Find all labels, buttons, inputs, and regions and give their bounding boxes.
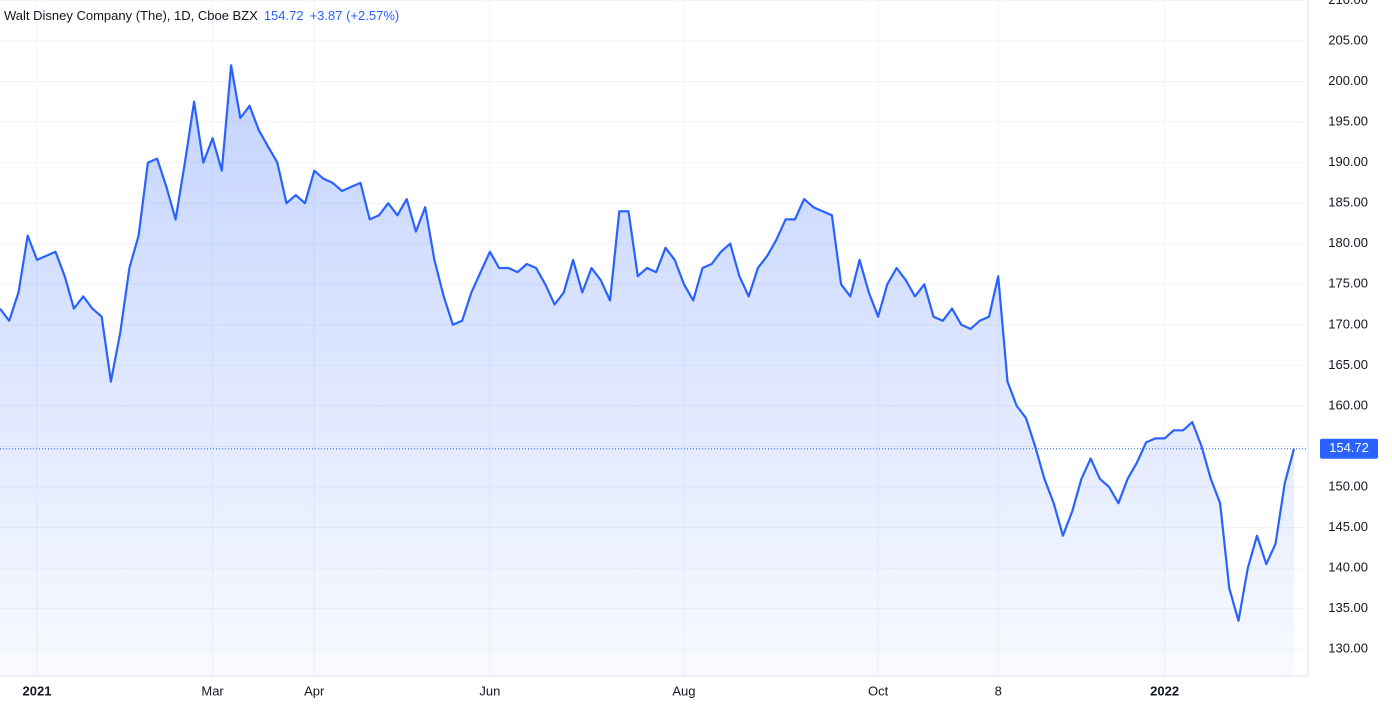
title: Walt Disney Company (The), 1D, Cboe BZX [4,8,258,23]
x-tick-label: 2021 [23,683,52,698]
price-line [0,64,1296,622]
y-tick-label: 150.00 [1328,478,1368,493]
x-tick-label: Apr [304,683,325,698]
y-tick-label: 170.00 [1328,316,1368,331]
y-tick-label: 190.00 [1328,154,1368,169]
y-tick-label: 195.00 [1328,113,1368,128]
change: +3.87 (+2.57%) [309,8,400,23]
y-tick-label: 200.00 [1328,73,1368,88]
last-price: 154.72 [263,8,304,23]
y-tick-label: 160.00 [1328,397,1368,412]
y-tick-label: 165.00 [1328,357,1368,372]
y-tick-label: 185.00 [1328,195,1368,210]
x-tick-label: Oct [868,683,889,698]
y-tick-label: 135.00 [1328,600,1368,615]
header: Walt Disney Company (The), 1D, Cboe BZX 1… [4,8,399,23]
y-tick-label: 140.00 [1328,560,1368,575]
area-fill [0,65,1294,677]
price-tag-label: 154.72 [1329,440,1369,455]
x-tick-label: 8 [995,683,1002,698]
y-tick-label: 175.00 [1328,276,1368,291]
y-tick-label: 180.00 [1328,235,1368,250]
y-tick-label: 205.00 [1328,32,1368,47]
x-tick-label: 2022 [1150,683,1179,698]
y-tick-label: 145.00 [1328,519,1368,534]
x-tick-label: Jun [479,683,500,698]
y-tick-label: 130.00 [1328,641,1368,656]
x-tick-label: Aug [672,683,695,698]
price-tag [1320,438,1378,459]
y-tick-label: 210.00 [1328,0,1368,7]
x-tick-label: Mar [201,683,224,698]
